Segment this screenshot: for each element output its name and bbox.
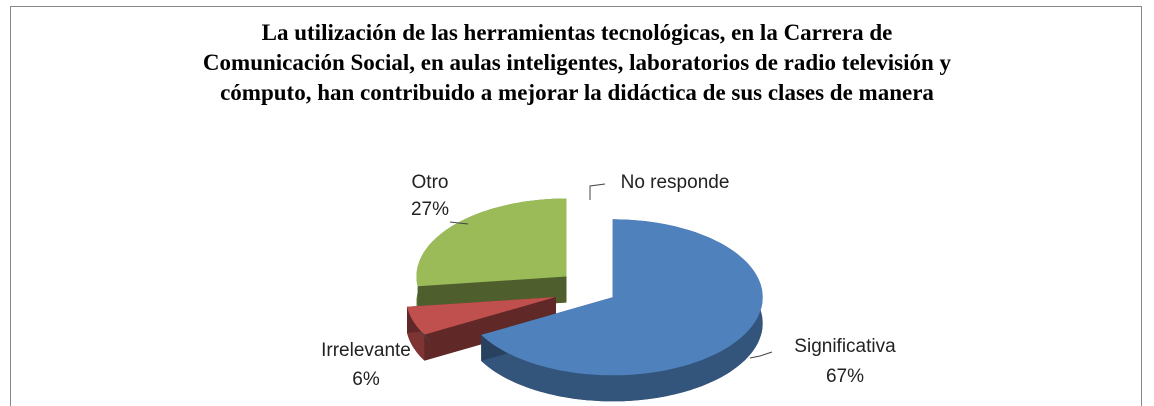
slice-label: Significativa — [794, 336, 896, 357]
slice — [416, 198, 567, 287]
leader-line — [589, 183, 606, 200]
leader-line — [449, 221, 469, 225]
slice-label: Otro — [412, 172, 449, 193]
value-label: 6% — [352, 369, 380, 390]
slices — [407, 198, 763, 402]
chart-frame — [10, 6, 1142, 406]
slice — [481, 219, 763, 376]
slice — [407, 297, 556, 335]
leader-line — [419, 331, 431, 343]
labels: Significativa 67% Irrelevante 6% Otro 27% No r… — [321, 172, 896, 390]
leader-line — [749, 351, 773, 359]
chart-title: La utilización de las herramientas tecno… — [202, 20, 952, 105]
value-label: 67% — [826, 366, 864, 387]
slice-label: Irrelevante — [321, 340, 411, 361]
slice-label: No responde — [621, 172, 730, 193]
value-label: 27% — [411, 199, 449, 220]
